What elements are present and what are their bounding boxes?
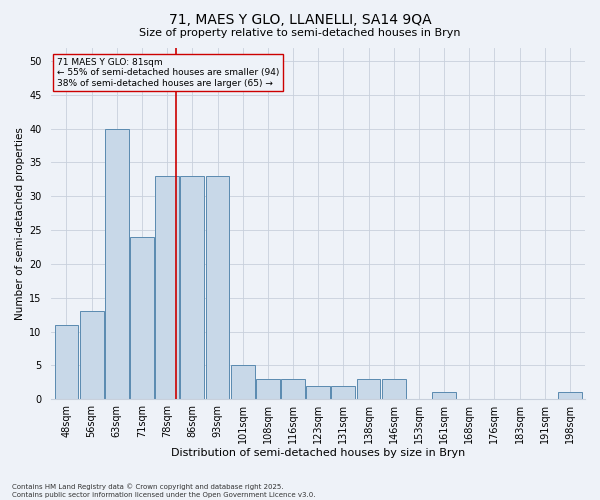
Text: Size of property relative to semi-detached houses in Bryn: Size of property relative to semi-detach… <box>139 28 461 38</box>
Text: 71, MAES Y GLO, LLANELLI, SA14 9QA: 71, MAES Y GLO, LLANELLI, SA14 9QA <box>169 12 431 26</box>
Bar <box>432 392 456 399</box>
Bar <box>206 176 229 399</box>
Bar <box>181 176 204 399</box>
Bar <box>130 237 154 399</box>
Bar <box>356 379 380 399</box>
Y-axis label: Number of semi-detached properties: Number of semi-detached properties <box>15 127 25 320</box>
Bar <box>80 312 104 399</box>
Bar <box>231 366 254 399</box>
Bar <box>382 379 406 399</box>
Bar <box>256 379 280 399</box>
Bar <box>331 386 355 399</box>
Bar <box>55 325 79 399</box>
Text: 71 MAES Y GLO: 81sqm
← 55% of semi-detached houses are smaller (94)
38% of semi-: 71 MAES Y GLO: 81sqm ← 55% of semi-detac… <box>57 58 279 88</box>
Bar <box>281 379 305 399</box>
X-axis label: Distribution of semi-detached houses by size in Bryn: Distribution of semi-detached houses by … <box>171 448 466 458</box>
Text: Contains HM Land Registry data © Crown copyright and database right 2025.
Contai: Contains HM Land Registry data © Crown c… <box>12 484 316 498</box>
Bar <box>306 386 330 399</box>
Bar <box>155 176 179 399</box>
Bar <box>105 128 129 399</box>
Bar <box>558 392 582 399</box>
